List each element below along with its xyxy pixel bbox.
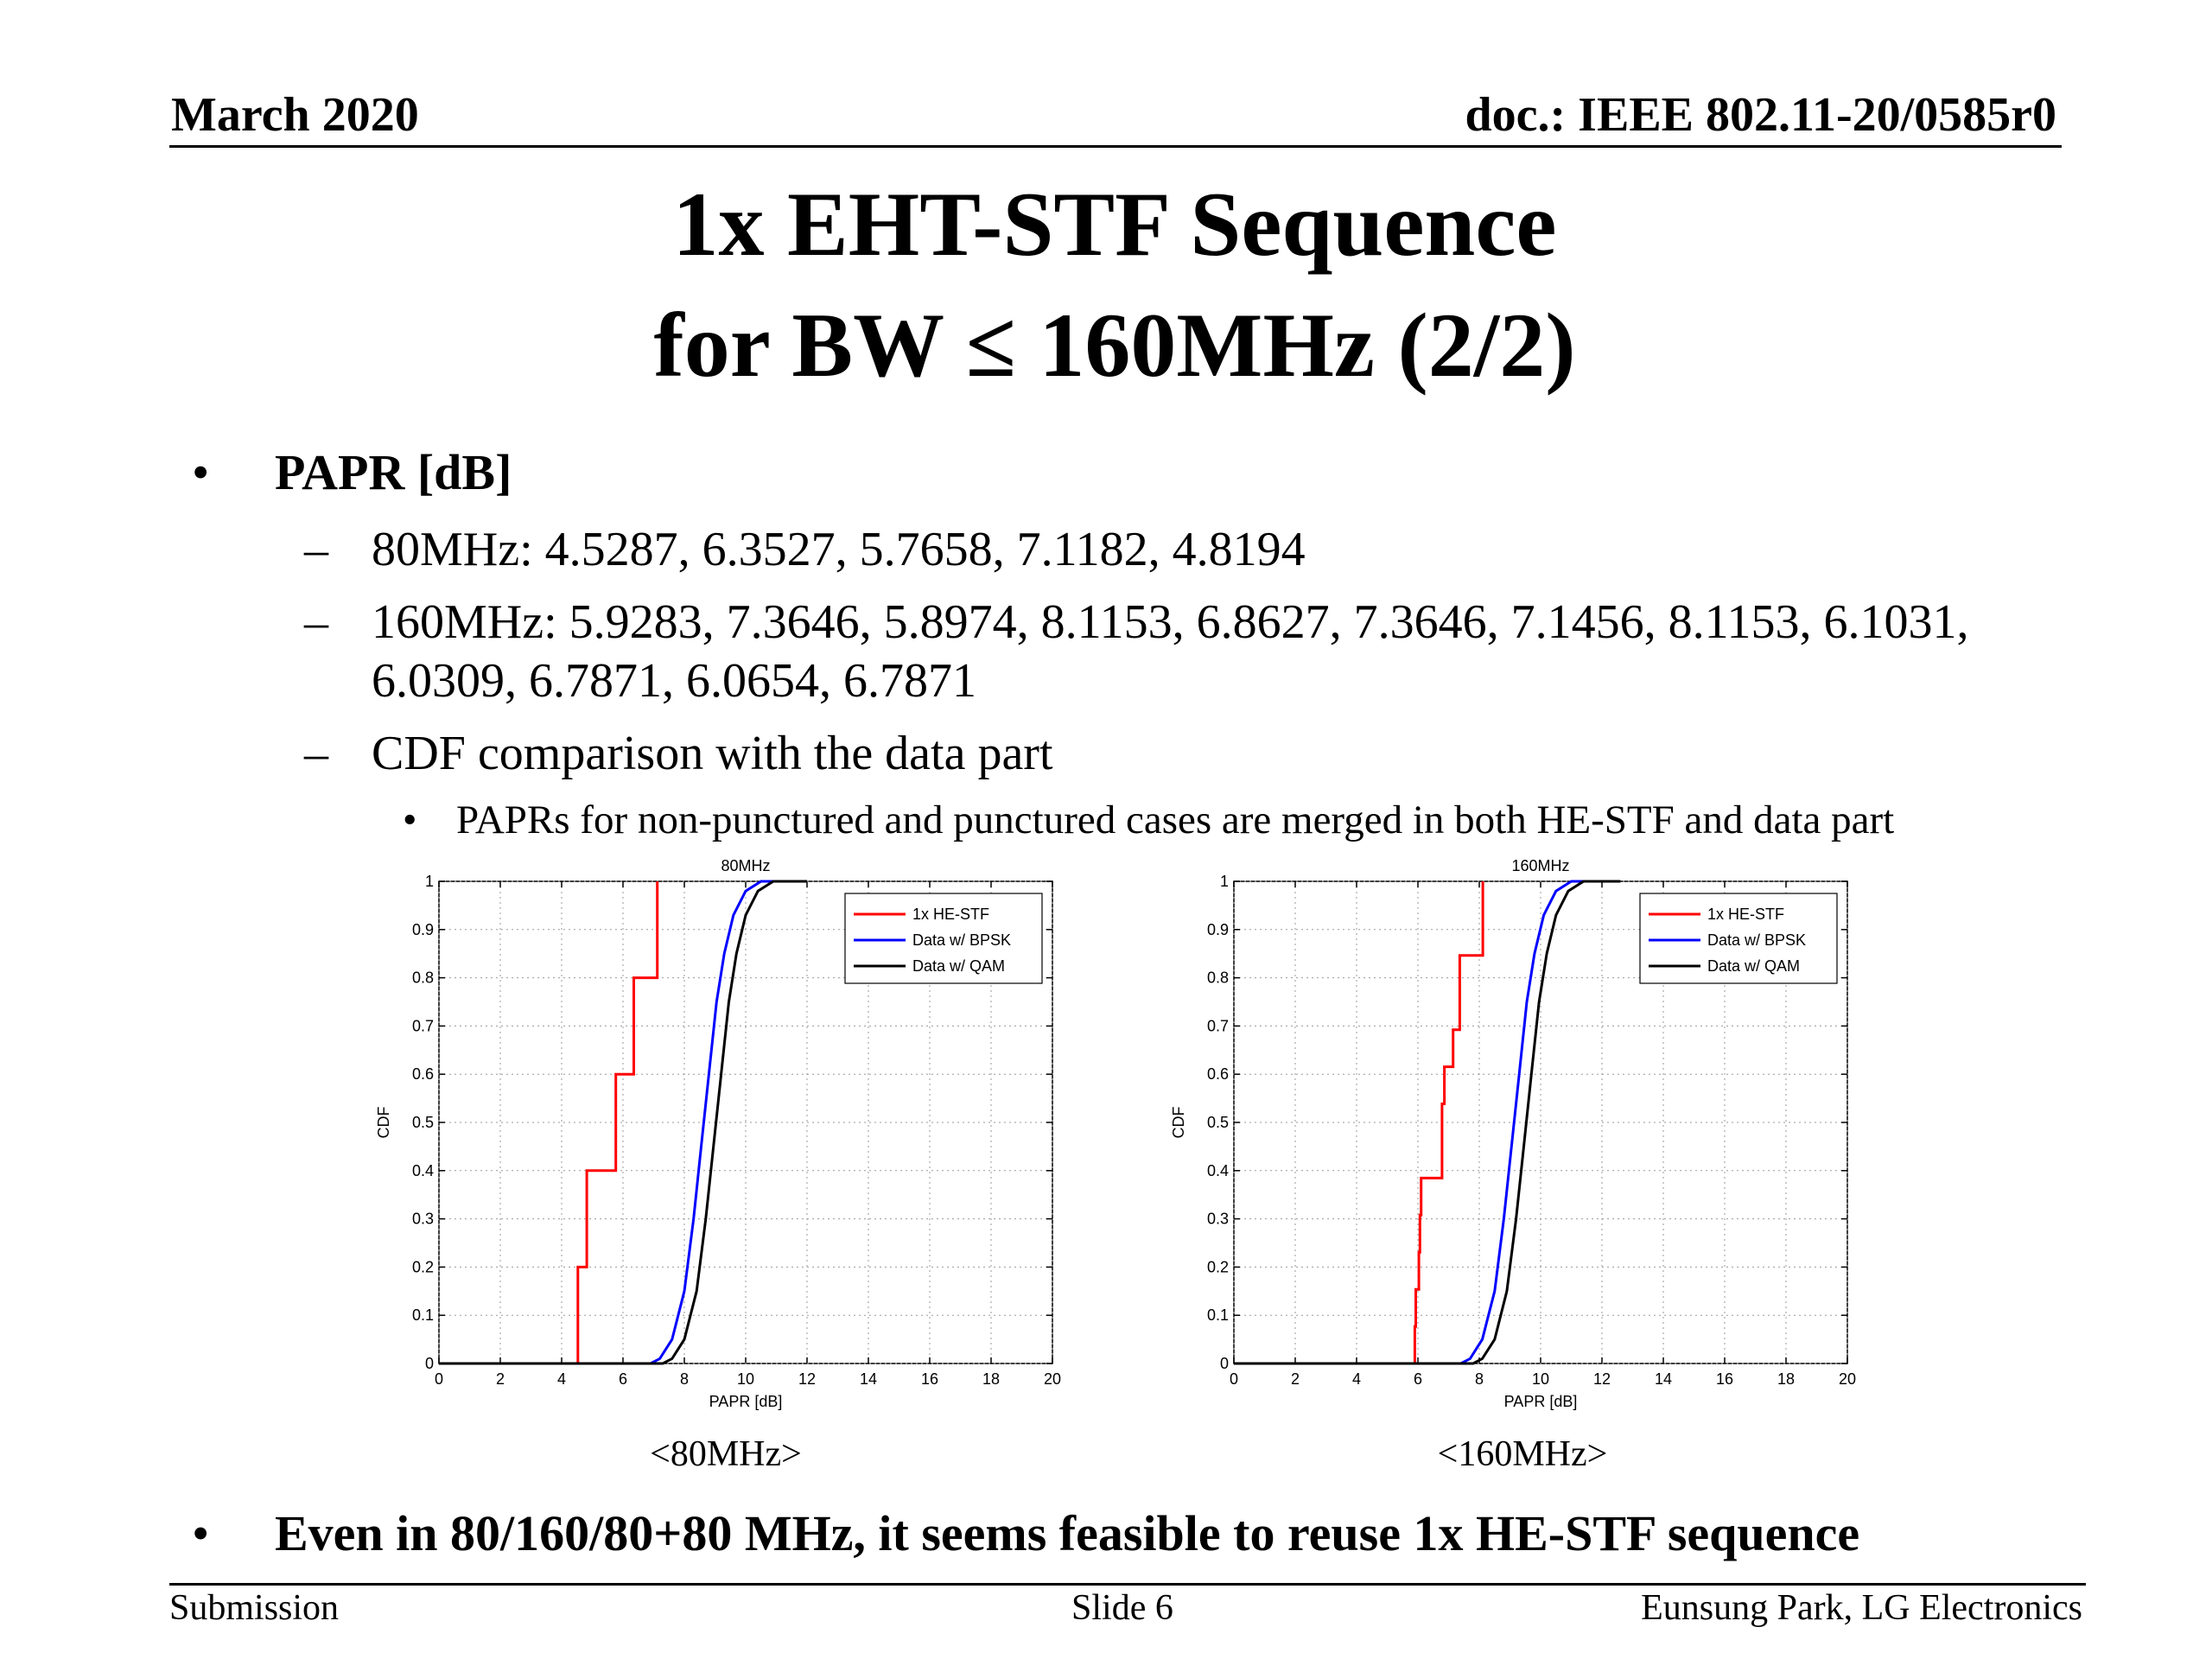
footer-author: Eunsung Park, LG Electronics: [1641, 1588, 2082, 1628]
footer-divider: [169, 1583, 2086, 1586]
header-doc-id: doc.: IEEE 802.11-20/0585r0: [1465, 88, 2056, 142]
series-line-data-w-bpsk: [1234, 880, 1609, 1365]
x-axis-label: PAPR [dB]: [709, 1393, 783, 1410]
series-line-data-w-bpsk: [439, 880, 777, 1365]
x-tick-label: 4: [557, 1370, 566, 1388]
footer-submission: Submission: [169, 1588, 340, 1628]
series-line-1x-he-stf: [576, 881, 659, 1363]
papr-160mhz-line1: 160MHz: 5.9283, 7.3646, 5.8974, 8.1153, …: [372, 595, 1969, 649]
legend-label: Data w/ QAM: [912, 957, 1005, 975]
y-tick-label: 0.2: [1207, 1258, 1229, 1275]
series-line-data-w-qam: [439, 880, 807, 1365]
y-tick-label: 1: [1220, 873, 1229, 890]
papr-80mhz: 80MHz: 4.5287, 6.3527, 5.7658, 7.1182, 4…: [372, 523, 1306, 576]
legend-label: 1x HE-STF: [912, 906, 989, 923]
x-axis-label: PAPR [dB]: [1504, 1393, 1578, 1410]
bullet-marker: •: [192, 444, 210, 500]
conclusion-text: Even in 80/160/80+80 MHz, it seems feasi…: [275, 1505, 1860, 1561]
y-tick-label: 0.1: [1207, 1306, 1229, 1324]
x-tick-label: 8: [680, 1370, 689, 1388]
y-tick-label: 0: [425, 1355, 434, 1372]
cdf-chart-160mhz: 0 2 4 6 8 10 12 14 16 18 20 0 0.1 0.2 0.3 0.4 0.5 0.6 0.7 0…: [1170, 857, 1856, 1410]
y-tick-label: 0.2: [412, 1258, 434, 1275]
y-tick-label: 0.8: [1207, 969, 1229, 987]
x-tick-label: 16: [921, 1370, 938, 1388]
legend-box: [844, 893, 1043, 984]
x-tick-label: 4: [1352, 1370, 1361, 1388]
y-tick-label: 0.8: [412, 969, 434, 987]
caption-160mhz: <160MHz>: [1437, 1434, 1608, 1474]
y-tick-label: 0.9: [1207, 921, 1229, 938]
header-date: March 2020: [171, 88, 419, 142]
x-tick-label: 12: [798, 1370, 816, 1388]
slide-title-line2: for BW ≤ 160MHz (2/2): [653, 295, 1576, 396]
dash-marker: –: [304, 727, 328, 780]
papr-160mhz-line2: 6.0309, 6.7871, 6.0654, 6.7871: [372, 654, 976, 708]
x-tick-label: 18: [1777, 1370, 1795, 1388]
y-tick-label: 0.6: [1207, 1065, 1229, 1083]
x-tick-label: 16: [1716, 1370, 1733, 1388]
x-tick-label: 12: [1593, 1370, 1611, 1388]
x-tick-label: 10: [1532, 1370, 1549, 1388]
x-tick-label: 0: [1230, 1370, 1238, 1388]
series-line-1x-he-stf: [1413, 881, 1484, 1363]
y-tick-label: 0.5: [1207, 1114, 1229, 1131]
y-tick-label: 0.1: [412, 1306, 434, 1324]
chart-title: 160MHz: [1511, 857, 1569, 874]
merge-note: PAPRs for non-punctured and punctured ca…: [456, 798, 1895, 842]
x-tick-label: 0: [435, 1370, 443, 1388]
cdf-comparison: CDF comparison with the data part: [372, 727, 1053, 780]
header-divider: [169, 145, 2062, 148]
y-tick-label: 0.3: [412, 1211, 434, 1228]
legend-box: [1639, 893, 1838, 984]
y-tick-label: 0.6: [412, 1065, 434, 1083]
y-tick-label: 0.7: [412, 1017, 434, 1034]
bullet-marker: •: [192, 1505, 210, 1561]
y-tick-label: 0.5: [412, 1114, 434, 1131]
dash-marker: –: [304, 523, 328, 576]
y-tick-label: 0.4: [412, 1162, 434, 1179]
y-axis-label: CDF: [1170, 1107, 1187, 1139]
papr-heading: PAPR [dB]: [275, 444, 512, 500]
caption-80mhz: <80MHz>: [650, 1434, 802, 1474]
bullet-marker: •: [403, 798, 417, 842]
y-tick-label: 1: [425, 873, 434, 890]
cdf-chart-80mhz: 0 2 4 6 8 10 12 14 16 18 20 0 0.1 0.2 0.3 0.4 0.5 0.6 0.7 0…: [375, 857, 1061, 1410]
x-tick-label: 20: [1839, 1370, 1856, 1388]
y-axis-label: CDF: [375, 1107, 392, 1139]
x-tick-label: 18: [982, 1370, 1000, 1388]
x-tick-label: 2: [1291, 1370, 1300, 1388]
legend-label: Data w/ QAM: [1707, 957, 1800, 975]
footer-slide-number: Slide 6: [1071, 1588, 1173, 1628]
y-tick-label: 0.7: [1207, 1017, 1229, 1034]
legend-label: 1x HE-STF: [1707, 906, 1784, 923]
x-tick-label: 14: [860, 1370, 877, 1388]
series-line-data-w-qam: [1234, 880, 1621, 1365]
x-tick-label: 8: [1475, 1370, 1484, 1388]
legend-label: Data w/ BPSK: [912, 931, 1011, 949]
y-tick-label: 0.3: [1207, 1211, 1229, 1228]
x-tick-label: 10: [737, 1370, 754, 1388]
x-tick-label: 6: [619, 1370, 627, 1388]
x-tick-label: 2: [496, 1370, 505, 1388]
slide-title-line1: 1x EHT-STF Sequence: [672, 174, 1557, 275]
x-tick-label: 14: [1655, 1370, 1672, 1388]
x-tick-label: 20: [1044, 1370, 1061, 1388]
dash-marker: –: [304, 595, 328, 649]
chart-title: 80MHz: [721, 857, 770, 874]
y-tick-label: 0.4: [1207, 1162, 1229, 1179]
legend-label: Data w/ BPSK: [1707, 931, 1806, 949]
y-tick-label: 0.9: [412, 921, 434, 938]
x-tick-label: 6: [1414, 1370, 1422, 1388]
y-tick-label: 0: [1220, 1355, 1229, 1372]
